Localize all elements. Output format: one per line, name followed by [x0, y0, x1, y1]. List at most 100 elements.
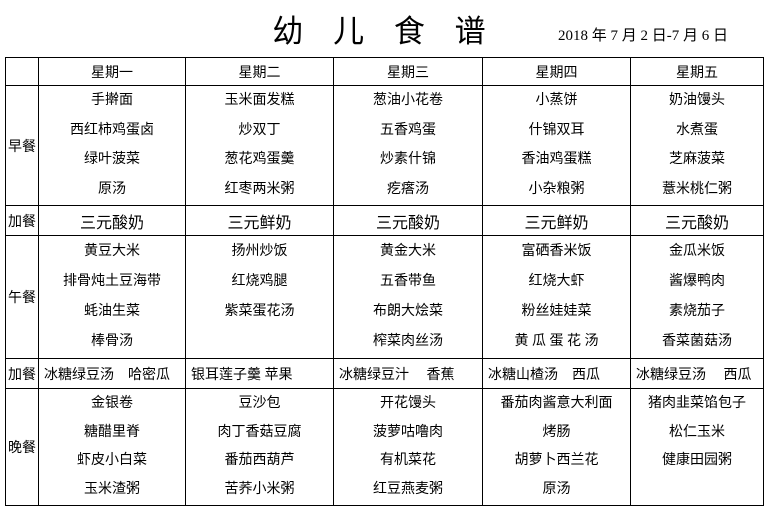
menu-item: 炒素什锦 — [380, 152, 436, 168]
cell-breakfast-wednesday: 葱油小花卷 五香鸡蛋 炒素什锦 疙瘩汤 — [333, 85, 483, 206]
cell-snack-pm-wednesday: 冰糖绿豆汁 香蕉 — [333, 358, 483, 389]
menu-item: 糖醋里脊 — [84, 424, 140, 440]
menu-item: 玉米面发糕 — [224, 93, 295, 109]
menu-item: 香菜菌菇汤 — [662, 334, 732, 350]
morning-snack-row: 加餐 三元酸奶 三元鲜奶 三元酸奶 三元鲜奶 三元酸奶 — [5, 205, 764, 236]
menu-item: 疙瘩汤 — [387, 181, 429, 197]
menu-item: 薏米桃仁粥 — [662, 181, 732, 197]
menu-item: 手擀面 — [91, 93, 133, 109]
menu-item: 酱爆鸭肉 — [669, 273, 725, 289]
menu-table: 星期一 星期二 星期三 星期四 星期五 早餐 手擀面 西红柿鸡蛋卤 绿叶菠菜 原… — [5, 57, 764, 506]
menu-item: 紫菜蛋花汤 — [224, 304, 295, 320]
menu-item: 红烧鸡腿 — [231, 273, 288, 289]
menu-item: 小蒸饼 — [535, 93, 578, 109]
cell-lunch-friday: 金瓜米饭 酱爆鸭肉 素烧茄子 香菜菌菇汤 — [630, 235, 764, 359]
cell-dinner-friday: 猪肉韭菜馅包子 松仁玉米 健康田园粥 — [630, 388, 764, 506]
menu-item: 健康田园粥 — [662, 453, 732, 469]
cell-breakfast-thursday: 小蒸饼 什锦双耳 香油鸡蛋糕 小杂粮粥 — [482, 85, 631, 206]
cell-snack-pm-thursday: 冰糖山楂汤 西瓜 — [482, 358, 631, 389]
menu-items: 金银卷 糖醋里脊 虾皮小白菜 玉米渣粥 — [40, 390, 185, 505]
menu-item: 有机菜花 — [380, 453, 436, 469]
menu-item: 金瓜米饭 — [669, 243, 725, 259]
menu-items: 金瓜米饭 酱爆鸭肉 素烧茄子 香菜菌菇汤 — [632, 237, 763, 358]
cell-lunch-tuesday: 扬州炒饭 红烧鸡腿 紫菜蛋花汤 — [185, 235, 334, 359]
menu-item: 菠萝咕噜肉 — [373, 424, 443, 440]
menu-item: 葱油小花卷 — [373, 93, 443, 109]
cell-breakfast-tuesday: 玉米面发糕 炒双丁 葱花鸡蛋羹 红枣两米粥 — [185, 85, 334, 206]
cell-lunch-thursday: 富硒香米饭 红烧大虾 粉丝娃娃菜 黄 瓜 蛋 花 汤 — [482, 235, 631, 359]
menu-item: 芝麻菠菜 — [669, 152, 725, 168]
menu-items: 小蒸饼 什锦双耳 香油鸡蛋糕 小杂粮粥 — [484, 87, 630, 205]
day-header-friday: 星期五 — [630, 57, 764, 86]
cell-dinner-tuesday: 豆沙包 肉丁香菇豆腐 番茄西葫芦 苦荞小米粥 — [185, 388, 334, 506]
breakfast-row: 早餐 手擀面 西红柿鸡蛋卤 绿叶菠菜 原汤 玉米面发糕 炒双丁 葱花鸡蛋羹 红枣… — [5, 85, 764, 206]
menu-item: 绿叶菠菜 — [84, 152, 140, 168]
cell-breakfast-friday: 奶油馒头 水煮蛋 芝麻菠菜 薏米桃仁粥 — [630, 85, 764, 206]
cell-lunch-wednesday: 黄金大米 五香带鱼 布朗大烩菜 榨菜肉丝汤 — [333, 235, 483, 359]
meal-label-snack-pm: 加餐 — [5, 358, 39, 389]
header-row: 星期一 星期二 星期三 星期四 星期五 — [5, 57, 764, 86]
menu-item: 棒骨汤 — [91, 334, 133, 350]
cell-snack-am-wednesday: 三元酸奶 — [333, 205, 483, 236]
menu-items: 奶油馒头 水煮蛋 芝麻菠菜 薏米桃仁粥 — [632, 87, 763, 205]
menu-items: 开花馒头 菠萝咕噜肉 有机菜花 红豆燕麦粥 — [335, 390, 482, 505]
cell-snack-pm-friday: 冰糖绿豆汤 西瓜 — [630, 358, 764, 389]
page-header: 幼 儿 食 谱 2018 年 7 月 2 日-7 月 6 日 — [0, 0, 769, 52]
menu-items: 玉米面发糕 炒双丁 葱花鸡蛋羹 红枣两米粥 — [187, 87, 333, 205]
menu-items: 黄金大米 五香带鱼 布朗大烩菜 榨菜肉丝汤 — [335, 237, 482, 358]
menu-item: 肉丁香菇豆腐 — [217, 424, 302, 440]
cell-snack-am-monday: 三元酸奶 — [38, 205, 186, 236]
cell-dinner-monday: 金银卷 糖醋里脊 虾皮小白菜 玉米渣粥 — [38, 388, 186, 506]
meal-label-dinner: 晚餐 — [5, 388, 39, 506]
menu-item: 榨菜肉丝汤 — [373, 334, 443, 350]
menu-item: 布朗大烩菜 — [373, 304, 443, 320]
menu-item: 红烧大虾 — [528, 273, 585, 289]
menu-item: 黄豆大米 — [84, 243, 140, 259]
meal-label-lunch: 午餐 — [5, 235, 39, 359]
menu-item: 香油鸡蛋糕 — [521, 152, 592, 168]
meal-label-breakfast: 早餐 — [5, 85, 39, 206]
menu-item: 西红柿鸡蛋卤 — [70, 122, 154, 138]
page-title: 幼 儿 食 谱 — [272, 14, 497, 49]
menu-item: 烤肠 — [542, 424, 571, 440]
menu-item: 水煮蛋 — [676, 122, 718, 138]
menu-item: 奶油馒头 — [669, 93, 725, 109]
menu-item: 番茄西葫芦 — [224, 453, 295, 469]
cell-lunch-monday: 黄豆大米 排骨炖土豆海带 蚝油生菜 棒骨汤 — [38, 235, 186, 359]
menu-item: 五香鸡蛋 — [380, 122, 436, 138]
meal-label-snack-am: 加餐 — [5, 205, 39, 236]
menu-items: 扬州炒饭 红烧鸡腿 紫菜蛋花汤 — [187, 237, 333, 358]
menu-item: 玉米渣粥 — [84, 482, 140, 498]
menu-item: 黄 瓜 蛋 花 汤 — [514, 334, 599, 350]
menu-item: 粉丝娃娃菜 — [521, 304, 592, 320]
menu-item: 苦荞小米粥 — [224, 482, 295, 498]
menu-item: 红枣两米粥 — [224, 181, 295, 197]
cell-snack-pm-tuesday: 银耳莲子羹 苹果 — [185, 358, 334, 389]
cell-breakfast-monday: 手擀面 西红柿鸡蛋卤 绿叶菠菜 原汤 — [38, 85, 186, 206]
menu-item: 蚝油生菜 — [84, 304, 140, 320]
menu-items: 番茄肉酱意大利面 烤肠 胡萝卜西兰花 原汤 — [484, 390, 630, 505]
menu-items: 猪肉韭菜馅包子 松仁玉米 健康田园粥 — [632, 390, 763, 505]
menu-items: 富硒香米饭 红烧大虾 粉丝娃娃菜 黄 瓜 蛋 花 汤 — [484, 237, 630, 358]
day-header-thursday: 星期四 — [482, 57, 631, 86]
cell-snack-pm-monday: 冰糖绿豆汤 哈密瓜 — [38, 358, 186, 389]
menu-item: 五香带鱼 — [380, 273, 436, 289]
menu-item: 开花馒头 — [380, 395, 436, 411]
date-range: 2018 年 7 月 2 日-7 月 6 日 — [558, 28, 728, 44]
menu-item: 虾皮小白菜 — [77, 453, 147, 469]
menu-item: 番茄肉酱意大利面 — [500, 395, 613, 411]
cell-dinner-wednesday: 开花馒头 菠萝咕噜肉 有机菜花 红豆燕麦粥 — [333, 388, 483, 506]
menu-items: 葱油小花卷 五香鸡蛋 炒素什锦 疙瘩汤 — [335, 87, 482, 205]
menu-item: 小杂粮粥 — [528, 181, 585, 197]
menu-items: 手擀面 西红柿鸡蛋卤 绿叶菠菜 原汤 — [40, 87, 185, 205]
cell-snack-am-tuesday: 三元鲜奶 — [185, 205, 334, 236]
afternoon-snack-row: 加餐 冰糖绿豆汤 哈密瓜 银耳莲子羹 苹果 冰糖绿豆汁 香蕉 冰糖山楂汤 西瓜 … — [5, 358, 764, 389]
menu-items: 黄豆大米 排骨炖土豆海带 蚝油生菜 棒骨汤 — [40, 237, 185, 358]
day-header-tuesday: 星期二 — [185, 57, 334, 86]
menu-item: 葱花鸡蛋羹 — [224, 152, 295, 168]
dinner-row: 晚餐 金银卷 糖醋里脊 虾皮小白菜 玉米渣粥 豆沙包 肉丁香菇豆腐 番茄西葫芦 … — [5, 388, 764, 506]
menu-item: 黄金大米 — [380, 243, 436, 259]
corner-cell — [5, 57, 39, 86]
menu-items: 豆沙包 肉丁香菇豆腐 番茄西葫芦 苦荞小米粥 — [187, 390, 333, 505]
menu-item: 金银卷 — [91, 395, 133, 411]
